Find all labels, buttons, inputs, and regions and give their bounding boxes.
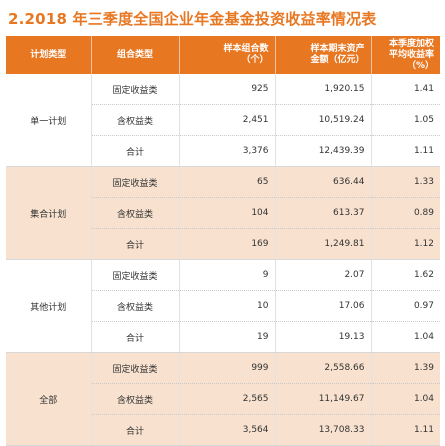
assets-cell: 11,149.67	[275, 383, 372, 415]
assets-cell: 1,920.15	[275, 74, 372, 105]
return-rate-cell: 1.04	[371, 321, 440, 353]
group-single-plan: 单一计划 固定收益类 925 1,920.15 1.41 含权益类 2,451 …	[6, 74, 440, 167]
sample-count-cell: 3,564	[179, 414, 276, 446]
assets-cell: 2,558.66	[275, 352, 372, 384]
portfolio-type-cell: 合计	[91, 135, 180, 167]
portfolio-type-cell: 含权益类	[91, 383, 180, 415]
group-other-plan: 其他计划 固定收益类 9 2.07 1.62 含权益类 10 17.06 0.9…	[6, 259, 440, 353]
assets-cell: 613.37	[275, 197, 372, 229]
portfolio-type-cell: 合计	[91, 414, 180, 446]
assets-cell: 2.07	[275, 259, 372, 291]
portfolio-type-cell: 含权益类	[91, 197, 180, 229]
return-rate-cell: 1.62	[371, 259, 440, 291]
return-rate-cell: 1.12	[371, 228, 440, 260]
header-return-rate-line2: 平均收益率（%）	[388, 49, 434, 71]
table-row-total: 合计 3,376 12,439.39 1.11	[6, 135, 440, 167]
assets-cell: 19.13	[275, 321, 372, 353]
portfolio-type-cell: 含权益类	[91, 104, 180, 136]
header-portfolio-type: 组合类型	[91, 36, 180, 74]
sample-count-cell: 999	[179, 352, 276, 384]
table-row: 含权益类 2,451 10,519.24 1.05	[6, 104, 440, 136]
return-rate-cell: 1.11	[371, 135, 440, 167]
portfolio-type-cell: 合计	[91, 228, 180, 260]
header-return-rate: 本季度加权 平均收益率（%）	[371, 36, 440, 74]
table-row: 集合计划 固定收益类 65 636.44 1.33	[6, 166, 440, 260]
portfolio-type-cell: 固定收益类	[91, 74, 180, 105]
header-sample-count-line1: 样本组合数	[223, 44, 269, 54]
assets-cell: 17.06	[275, 290, 372, 322]
return-rate-cell: 1.04	[371, 383, 440, 415]
assets-cell: 13,708.33	[275, 414, 372, 446]
sample-count-cell: 9	[179, 259, 276, 291]
plan-type-cell: 集合计划	[6, 166, 92, 260]
header-assets: 样本期末资产 金额（亿元）	[275, 36, 372, 74]
return-rate-cell: 0.97	[371, 290, 440, 322]
portfolio-type-cell: 合计	[91, 321, 180, 353]
table-row: 含权益类 10 17.06 0.97	[6, 290, 440, 322]
returns-table: 计划类型 组合类型 样本组合数 （个） 样本期末资产 金额（亿元） 本季度加权 …	[6, 36, 440, 446]
sample-count-cell: 925	[179, 74, 276, 105]
header-sample-count-line2: （个）	[241, 55, 269, 65]
plan-type-cell: 其他计划	[6, 259, 92, 353]
header-assets-line1: 样本期末资产	[310, 44, 365, 54]
sample-count-cell: 169	[179, 228, 276, 260]
header-return-rate-line1: 本季度加权	[388, 38, 434, 49]
portfolio-type-cell: 含权益类	[91, 290, 180, 322]
table-row: 全部 固定收益类 999 2,558.66 1.39	[6, 352, 440, 446]
table-row-total: 合计 19 19.13 1.04	[6, 321, 440, 353]
table-row: 单一计划 固定收益类 925 1,920.15 1.41	[6, 74, 440, 167]
return-rate-cell: 1.41	[371, 74, 440, 105]
portfolio-type-cell: 固定收益类	[91, 166, 180, 198]
return-rate-cell: 1.05	[371, 104, 440, 136]
portfolio-type-cell: 固定收益类	[91, 259, 180, 291]
group-all: 全部 固定收益类 999 2,558.66 1.39 含权益类 2,565 11…	[6, 352, 440, 446]
plan-type-cell: 单一计划	[6, 74, 92, 167]
sample-count-cell: 2,451	[179, 104, 276, 136]
assets-cell: 12,439.39	[275, 135, 372, 167]
page: 2.2018 年三季度全国企业年金基金投资收益率情况表 计划类型 组合类型 样本…	[6, 10, 440, 446]
table-row-total: 合计 169 1,249.81 1.12	[6, 228, 440, 260]
return-rate-cell: 1.33	[371, 166, 440, 198]
header-row: 计划类型 组合类型 样本组合数 （个） 样本期末资产 金额（亿元） 本季度加权 …	[6, 36, 440, 74]
return-rate-cell: 0.89	[371, 197, 440, 229]
assets-cell: 10,519.24	[275, 104, 372, 136]
assets-cell: 1,249.81	[275, 228, 372, 260]
page-title: 2.2018 年三季度全国企业年金基金投资收益率情况表	[8, 10, 377, 28]
sample-count-cell: 65	[179, 166, 276, 198]
sample-count-cell: 2,565	[179, 383, 276, 415]
table-row: 含权益类 104 613.37 0.89	[6, 197, 440, 229]
header-assets-line2: 金额（亿元）	[310, 55, 365, 65]
header-sample-count: 样本组合数 （个）	[179, 36, 276, 74]
sample-count-cell: 3,376	[179, 135, 276, 167]
plan-type-cell: 全部	[6, 352, 92, 446]
header-plan-type: 计划类型	[6, 36, 92, 74]
assets-cell: 636.44	[275, 166, 372, 198]
sample-count-cell: 104	[179, 197, 276, 229]
return-rate-cell: 1.11	[371, 414, 440, 446]
table-row: 含权益类 2,565 11,149.67 1.04	[6, 383, 440, 415]
group-collective-plan: 集合计划 固定收益类 65 636.44 1.33 含权益类 104 613.3…	[6, 166, 440, 260]
sample-count-cell: 19	[179, 321, 276, 353]
return-rate-cell: 1.39	[371, 352, 440, 384]
portfolio-type-cell: 固定收益类	[91, 352, 180, 384]
sample-count-cell: 10	[179, 290, 276, 322]
table-row: 其他计划 固定收益类 9 2.07 1.62	[6, 259, 440, 353]
